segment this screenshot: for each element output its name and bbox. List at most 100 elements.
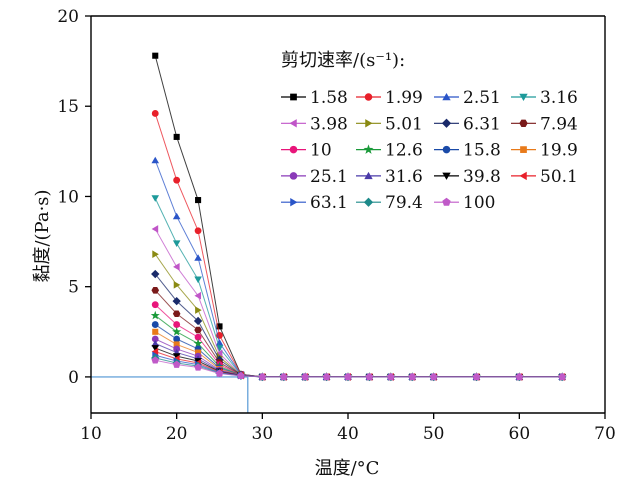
data-point <box>173 133 180 140</box>
data-point <box>151 321 159 328</box>
legend-marker <box>442 172 451 180</box>
legend-label: 3.16 <box>540 88 578 108</box>
legend-label: 63.1 <box>310 193 348 213</box>
legend-entry-7.94: 7.94 <box>511 114 578 134</box>
data-point <box>173 321 181 328</box>
legend-title: 剪切速率/(s⁻¹): <box>281 50 405 71</box>
legend-entry-15.8: 15.8 <box>434 141 501 161</box>
data-point <box>173 335 181 343</box>
data-point <box>279 372 288 381</box>
legend-entry-1.99: 1.99 <box>356 88 423 108</box>
legend-marker <box>519 93 528 101</box>
data-point <box>151 335 159 343</box>
data-point <box>194 276 202 284</box>
data-point <box>151 347 159 356</box>
legend-label: 79.4 <box>385 193 423 213</box>
legend-label: 25.1 <box>310 167 348 187</box>
legend-marker <box>289 119 297 128</box>
legend-marker <box>365 119 373 128</box>
data-point <box>215 339 224 346</box>
legend-entry-2.51: 2.51 <box>434 88 501 108</box>
data-point <box>216 323 223 330</box>
data-point <box>408 372 417 381</box>
data-point <box>151 195 160 202</box>
y-tick-label: 20 <box>57 7 79 27</box>
legend-entry-3.16: 3.16 <box>511 88 578 108</box>
data-point <box>195 306 202 314</box>
data-point <box>151 156 160 164</box>
legend-label: 100 <box>463 193 495 213</box>
data-point <box>558 372 566 381</box>
series-1.99 <box>151 110 566 381</box>
x-tick-label: 40 <box>337 424 359 444</box>
legend-entry-19.9: 19.9 <box>511 141 578 161</box>
legend-marker <box>363 144 374 154</box>
series-100 <box>151 356 566 381</box>
data-point <box>172 212 181 220</box>
legend-entry-50.1: 50.1 <box>511 167 578 187</box>
x-tick-label: 10 <box>80 424 102 444</box>
data-point <box>151 339 160 347</box>
legend-marker <box>364 93 373 101</box>
x-tick-label: 30 <box>252 424 274 444</box>
legend: 1.58 1.99 2.51 3.16 3.98 5.01 6.31 7.94 10 12.6 15… <box>281 88 578 213</box>
data-point <box>173 345 181 353</box>
x-tick-label: 20 <box>166 424 188 444</box>
data-point <box>194 326 202 334</box>
legend-entry-25.1: 25.1 <box>281 167 348 187</box>
legend-marker <box>520 146 527 153</box>
data-point <box>215 345 224 352</box>
data-point <box>387 372 395 381</box>
data-point <box>194 363 202 371</box>
legend-marker <box>290 198 298 207</box>
y-axis-title: 黏度/(Pa·s) <box>32 189 53 282</box>
data-point <box>151 301 159 309</box>
data-point <box>151 345 160 352</box>
legend-label: 1.58 <box>310 88 348 108</box>
data-point <box>173 176 181 184</box>
legend-entry-5.01: 5.01 <box>356 114 423 134</box>
legend-label: 15.8 <box>463 141 501 161</box>
data-point <box>195 349 202 356</box>
legend-label: 3.98 <box>310 114 348 134</box>
legend-marker <box>442 93 451 101</box>
data-point <box>195 197 202 204</box>
legend-entry-6.31: 6.31 <box>434 114 501 134</box>
data-point <box>172 353 181 360</box>
data-point <box>172 296 181 306</box>
legend-label: 31.6 <box>385 167 423 187</box>
data-point <box>194 227 202 235</box>
data-point <box>152 52 159 59</box>
legend-entry-79.4: 79.4 <box>356 193 423 213</box>
data-point <box>173 263 180 271</box>
data-point <box>193 338 203 348</box>
legend-marker <box>364 171 373 180</box>
x-tick-label: 70 <box>594 424 616 444</box>
legend-entry-3.98: 3.98 <box>281 114 348 134</box>
legend-marker <box>442 145 451 154</box>
legend-marker <box>519 119 528 127</box>
data-point <box>429 372 438 381</box>
legend-entry-39.8: 39.8 <box>434 167 501 187</box>
legend-entry-31.6: 31.6 <box>356 167 423 187</box>
legend-marker <box>363 197 374 207</box>
legend-marker <box>519 171 527 181</box>
legend-label: 10 <box>310 141 332 161</box>
data-point <box>173 341 180 348</box>
legend-marker <box>441 118 452 128</box>
x-axis-title: 温度/°C <box>315 458 380 479</box>
data-point <box>152 250 159 258</box>
legend-entry-1.58: 1.58 <box>281 88 348 108</box>
legend-marker <box>289 145 298 154</box>
data-point <box>322 372 331 381</box>
data-point <box>151 356 160 364</box>
legend-label: 6.31 <box>463 114 501 134</box>
data-point <box>172 240 181 247</box>
legend-entry-63.1: 63.1 <box>281 193 348 213</box>
legend-marker <box>289 172 298 180</box>
data-point <box>151 287 160 294</box>
x-tick-label: 60 <box>509 424 531 444</box>
legend-label: 1.99 <box>385 88 423 108</box>
data-point <box>193 316 203 326</box>
